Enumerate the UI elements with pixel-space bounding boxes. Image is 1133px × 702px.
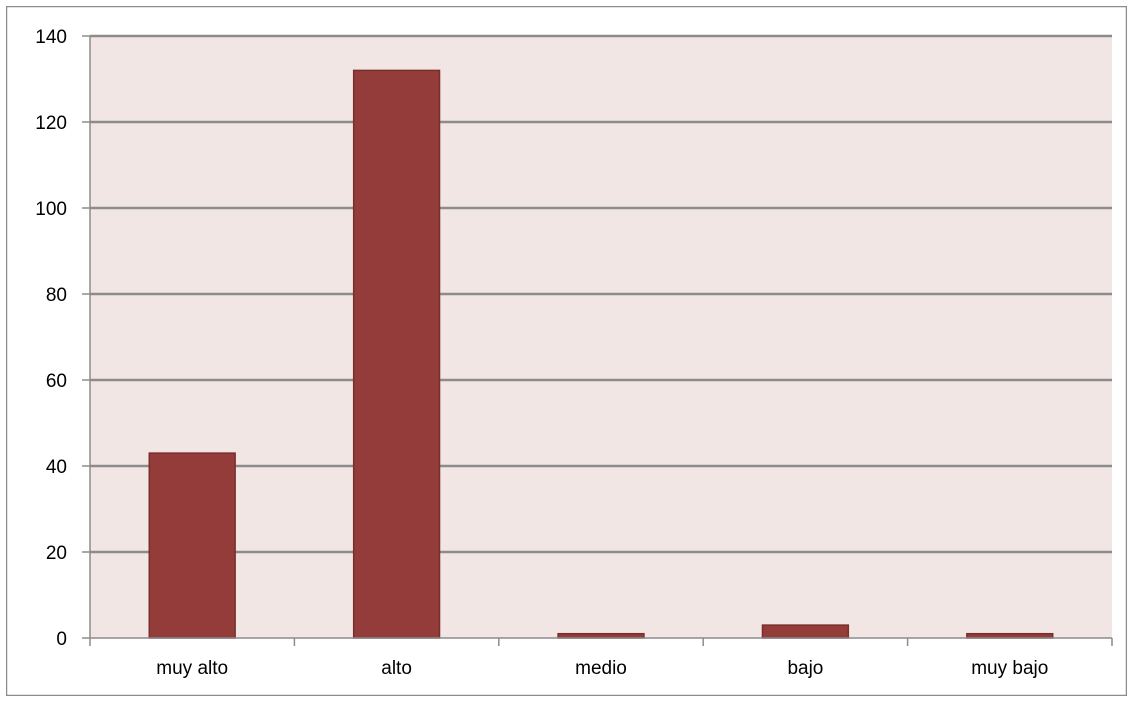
y-tick-label-40: 40 [46,457,67,478]
axes [89,36,1113,646]
y-tick-label-140: 140 [35,27,67,48]
y-tick-label-100: 100 [35,199,67,220]
bar-bajo [761,624,850,639]
bar-muy-alto [148,452,236,639]
bar-chart: 0 20 40 60 80 100 120 140 muy alto alto medio bajo… [6,6,1127,696]
y-axis-tick-labels: 0 20 40 60 80 100 120 140 [35,27,67,650]
y-tick-label-0: 0 [56,629,67,650]
x-tick-label-medio: medio [575,658,627,679]
x-axis-tick-labels: muy alto alto medio bajo muy bajo [156,658,1048,679]
y-tick-label-60: 60 [46,371,67,392]
plot-area [90,36,1112,638]
bars [148,69,1054,639]
x-tick-label-alto: alto [381,658,412,679]
gridlines [82,34,1112,639]
chart-frame: 0 20 40 60 80 100 120 140 muy alto alto medio bajo… [6,6,1127,696]
y-tick-label-120: 120 [35,113,67,134]
x-tick-label-muy-bajo: muy bajo [971,658,1048,679]
x-tick-label-muy-alto: muy alto [156,658,228,679]
y-tick-label-20: 20 [46,543,67,564]
y-tick-label-80: 80 [46,285,67,306]
x-tick-label-bajo: bajo [787,658,823,679]
bar-alto [352,69,441,639]
